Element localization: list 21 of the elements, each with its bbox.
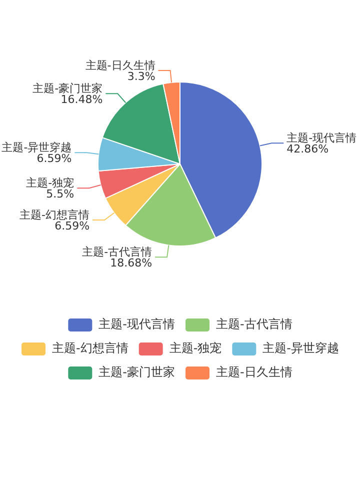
slice-label: 主题-日久生情 [85, 58, 156, 72]
legend-label: 主题-现代言情 [98, 317, 176, 332]
data-label: 16.48% [60, 93, 103, 106]
legend-label: 主题-幻想言情 [52, 341, 128, 356]
legend-label: 主题-古代言情 [216, 317, 292, 332]
legend-label: 主题-独宠 [169, 341, 222, 356]
slice-label: 主题-现代言情 [286, 131, 357, 144]
slice-label: 主题-古代言情 [82, 245, 152, 258]
legend-label: 主题-日久生情 [216, 365, 292, 380]
data-label: 5.5% [46, 187, 74, 200]
data-label: 6.59% [54, 219, 90, 232]
data-label: 3.3% [127, 70, 156, 83]
data-label: 42.86% [286, 142, 329, 156]
slice-label: 主题-幻想言情 [20, 208, 90, 222]
legend-label: 主题-豪门世家 [98, 365, 176, 380]
slice-label: 主题-豪门世家 [32, 82, 103, 96]
slice-label: 主题-异世穿越 [2, 141, 72, 154]
data-label: 18.68% [110, 256, 152, 270]
legend-label: 主题-异世穿越 [262, 341, 340, 356]
slice-label: 主题-独宠 [26, 176, 74, 190]
data-label: 6.59% [36, 152, 72, 166]
